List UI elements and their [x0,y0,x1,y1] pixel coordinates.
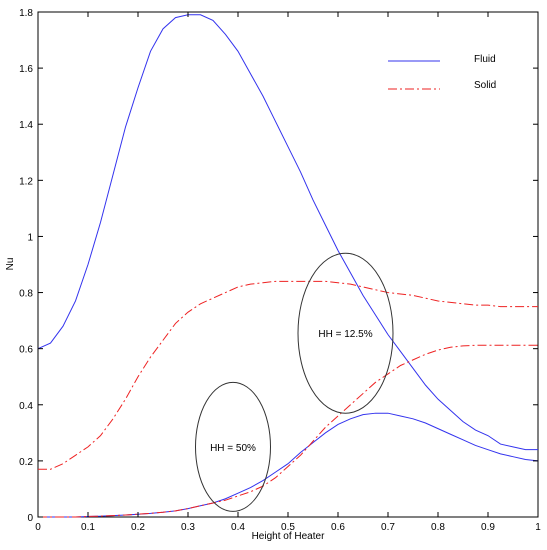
series-line-fluid-hh50 [38,412,539,518]
x-tick-label: 0.1 [81,522,95,533]
y-tick-label: 0.2 [19,457,33,468]
x-tick-label: 0.2 [131,522,145,533]
x-tick-label: 0.9 [481,522,495,533]
legend-label-fluid: Fluid [474,54,496,65]
y-tick-label: 1.8 [19,8,33,19]
legend-label-solid: Solid [474,80,496,91]
legend: Fluid Solid [388,54,496,91]
y-axis-label: Nu [5,258,16,271]
x-tick-label: 0.8 [431,522,445,533]
x-axis-label: Height of Heater [252,531,325,542]
x-tick-label: 0 [35,522,41,533]
y-tick-label: 1.2 [19,176,33,187]
y-axis: 0 0.2 0.4 0.6 0.8 1 1.2 1.4 1.6 1.8 [19,8,538,524]
plot-area [37,11,539,518]
series-group [37,14,539,518]
annotations-group: HH = 12.5% HH = 50% [195,252,394,512]
x-tick-label: 0.6 [331,522,345,533]
x-tick-label: 0.7 [381,522,395,533]
x-tick-label: 0.5 [281,522,295,533]
y-tick-label: 1 [27,232,33,243]
y-tick-label: 1.6 [19,64,33,75]
annotation-ellipse-1 [195,381,271,512]
x-tick-label: 0.4 [231,522,245,533]
x-tick-label: 0.3 [181,522,195,533]
y-tick-label: 0.4 [19,401,33,412]
annotation-label-1: HH = 50% [210,443,256,454]
y-tick-label: 1.4 [19,120,33,131]
y-tick-label: 0 [27,513,33,524]
y-tick-label: 0.8 [19,289,33,300]
annotation-label-0: HH = 12.5% [318,329,372,340]
x-tick-label: 1 [535,522,541,533]
series-line-solid-hh50 [38,344,538,518]
series-line-solid-hh12 [38,280,538,470]
y-tick-label: 0.6 [19,345,33,356]
annotation-ellipse-0 [297,252,394,414]
x-axis: 0 0.1 0.2 0.3 0.4 0.5 0.6 0.7 0.8 0.9 1 [35,12,541,533]
series-line-fluid-hh12 [37,14,538,451]
